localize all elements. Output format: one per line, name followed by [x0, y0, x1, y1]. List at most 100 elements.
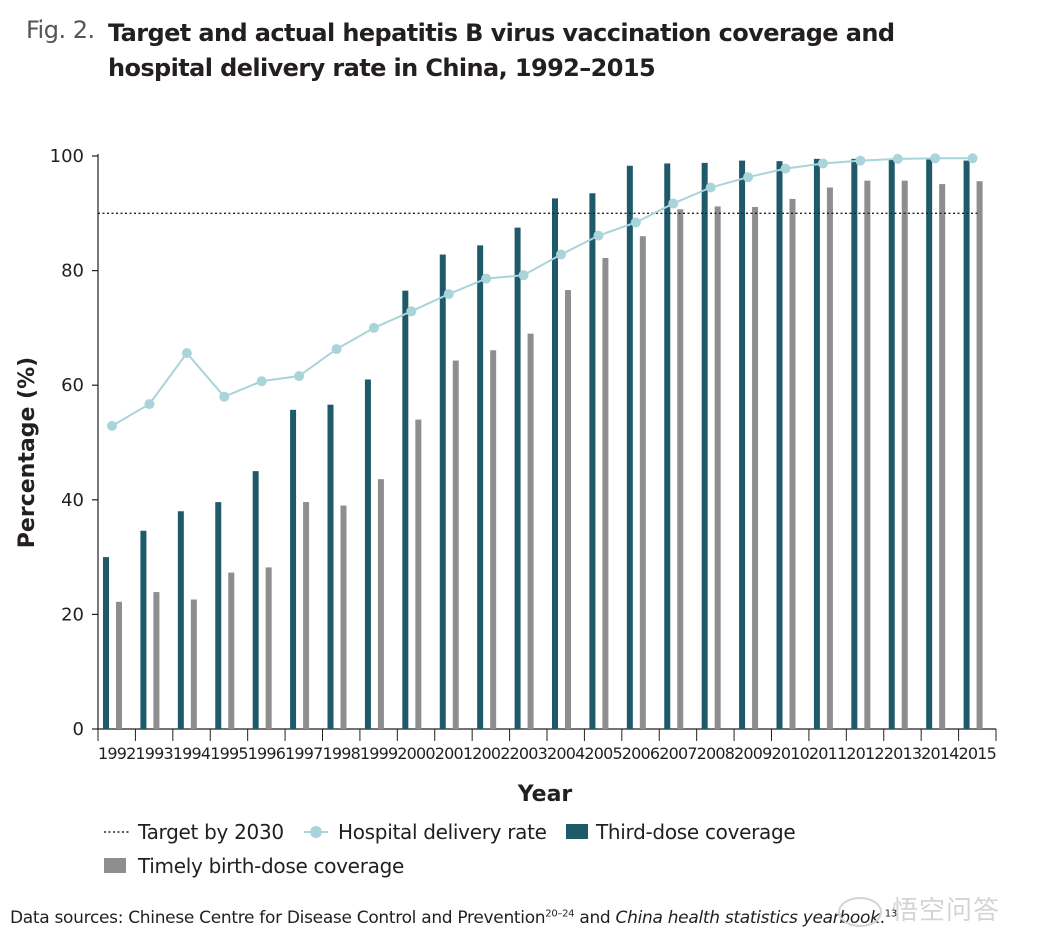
- bar-third-dose-2012: [851, 158, 858, 730]
- bar-third-dose-2003: [514, 227, 521, 729]
- bar-birth-dose-1992: [116, 601, 122, 729]
- bar-third-dose-1995: [215, 502, 222, 729]
- hospital-point-2012: [855, 155, 866, 166]
- hospital-point-2009: [743, 172, 754, 183]
- chart-line-layer: [107, 153, 978, 431]
- x-tick-label: 2002: [472, 744, 510, 763]
- hospital-point-2014: [930, 153, 941, 164]
- x-tick-label: 1999: [360, 744, 398, 763]
- legend-item: Third-dose coverage: [566, 820, 796, 844]
- bar-birth-dose-2015: [976, 181, 983, 729]
- bar-third-dose-2013: [888, 159, 895, 730]
- bar-third-dose-2010: [776, 161, 783, 730]
- data-sources-note: Data sources: Chinese Centre for Disease…: [10, 908, 897, 928]
- bar-birth-dose-1995: [228, 572, 235, 729]
- hospital-point-2015: [967, 153, 978, 164]
- x-tick-label: 2004: [547, 744, 585, 763]
- bar-birth-dose-2008: [714, 206, 721, 729]
- bar-third-dose-2005: [589, 193, 596, 729]
- figure-label: Fig. 2.: [26, 16, 95, 44]
- bar-third-dose-1999: [364, 379, 371, 729]
- bar-birth-dose-2003: [527, 333, 534, 729]
- bar-birth-dose-2009: [752, 206, 759, 729]
- x-tick-label: 2007: [659, 744, 697, 763]
- x-tick-label: 2011: [809, 744, 847, 763]
- bar-birth-dose-2011: [826, 187, 833, 729]
- x-tick-label: 2010: [771, 744, 809, 763]
- legend-label: Hospital delivery rate: [338, 820, 547, 844]
- bar-third-dose-2001: [439, 254, 446, 729]
- source-ref-2: 13: [884, 908, 897, 920]
- hospital-point-1993: [144, 399, 155, 410]
- bar-third-dose-2002: [477, 245, 484, 729]
- hospital-point-1992: [107, 420, 117, 431]
- bar-third-dose-1996: [252, 471, 259, 729]
- x-tick-label: 1996: [248, 744, 286, 763]
- source-yearbook: China health statistics yearbook: [615, 908, 880, 928]
- bar-third-dose-2011: [813, 158, 820, 730]
- bar-birth-dose-1996: [265, 567, 272, 729]
- legend-label: Target by 2030: [137, 820, 284, 844]
- x-tick-label: 2001: [435, 744, 473, 763]
- x-tick-label: 2013: [884, 744, 922, 763]
- hospital-point-2010: [780, 163, 791, 174]
- bar-birth-dose-1999: [377, 479, 384, 729]
- bar-third-dose-1997: [290, 409, 297, 729]
- y-tick-label: 80: [61, 261, 84, 282]
- bar-birth-dose-2000: [415, 419, 422, 729]
- legend-label: Timely birth-dose coverage: [137, 854, 404, 878]
- bar-third-dose-1998: [327, 404, 334, 729]
- legend-item: Target by 2030: [104, 820, 284, 844]
- bar-birth-dose-2012: [864, 180, 871, 729]
- source-ref-1: 20–24: [545, 908, 575, 920]
- bar-birth-dose-2010: [789, 198, 796, 730]
- bar-birth-dose-2007: [677, 209, 684, 729]
- bar-third-dose-2006: [626, 165, 633, 730]
- legend-item: Timely birth-dose coverage: [104, 854, 404, 878]
- chart-legend: Target by 2030 Hospital delivery rate Thir…: [104, 820, 796, 878]
- bar-third-dose-2014: [926, 159, 933, 730]
- hospital-point-1996: [256, 376, 267, 387]
- x-tick-label: 2012: [846, 744, 884, 763]
- hospital-point-2000: [406, 306, 417, 317]
- hospital-point-2011: [817, 158, 828, 169]
- legend-swatch-hospital-marker: [310, 826, 322, 838]
- hospital-point-1999: [368, 322, 379, 333]
- x-tick-label: 2005: [584, 744, 622, 763]
- hospital-point-1997: [294, 371, 305, 382]
- hospital-point-2005: [593, 230, 604, 241]
- source-suffix: .: [879, 908, 885, 928]
- bar-third-dose-1993: [140, 530, 147, 729]
- bar-third-dose-2015: [963, 160, 970, 730]
- bar-third-dose-2004: [552, 198, 558, 730]
- hospital-point-2007: [668, 198, 679, 209]
- bar-birth-dose-1993: [153, 592, 160, 729]
- chart-axes: [92, 154, 997, 741]
- bar-birth-dose-1998: [340, 505, 347, 729]
- bar-birth-dose-2002: [490, 350, 497, 729]
- y-tick-label: 100: [50, 146, 84, 167]
- x-tick-label: 2014: [921, 744, 959, 763]
- source-middle: and: [574, 908, 616, 928]
- x-axis-title: Year: [517, 782, 573, 807]
- bar-birth-dose-2004: [565, 290, 571, 729]
- hospital-point-1998: [331, 344, 342, 355]
- hospital-point-1994: [181, 348, 192, 359]
- bar-birth-dose-1994: [190, 599, 197, 729]
- hospital-point-2008: [705, 182, 716, 193]
- bar-third-dose-2007: [664, 163, 671, 730]
- hospital-delivery-line: [111, 157, 973, 427]
- bar-birth-dose-2006: [639, 236, 646, 729]
- x-tick-label: 1995: [210, 744, 248, 763]
- x-tick-label: 2000: [397, 744, 435, 763]
- bar-third-dose-2000: [402, 290, 409, 729]
- bar-third-dose-1992: [103, 557, 109, 729]
- x-tick-label: 1992: [98, 744, 136, 763]
- bar-third-dose-2009: [739, 160, 746, 730]
- x-tick-label: 2008: [697, 744, 735, 763]
- chart: 0 20 40 60 80 100 1992 1993 1994 1995 1996 1997 1998…: [15, 146, 997, 878]
- legend-swatch-birth-dose: [104, 858, 126, 873]
- hospital-point-2002: [481, 273, 492, 284]
- legend-item: Hospital delivery rate: [304, 820, 547, 844]
- x-tick-label: 2006: [622, 744, 660, 763]
